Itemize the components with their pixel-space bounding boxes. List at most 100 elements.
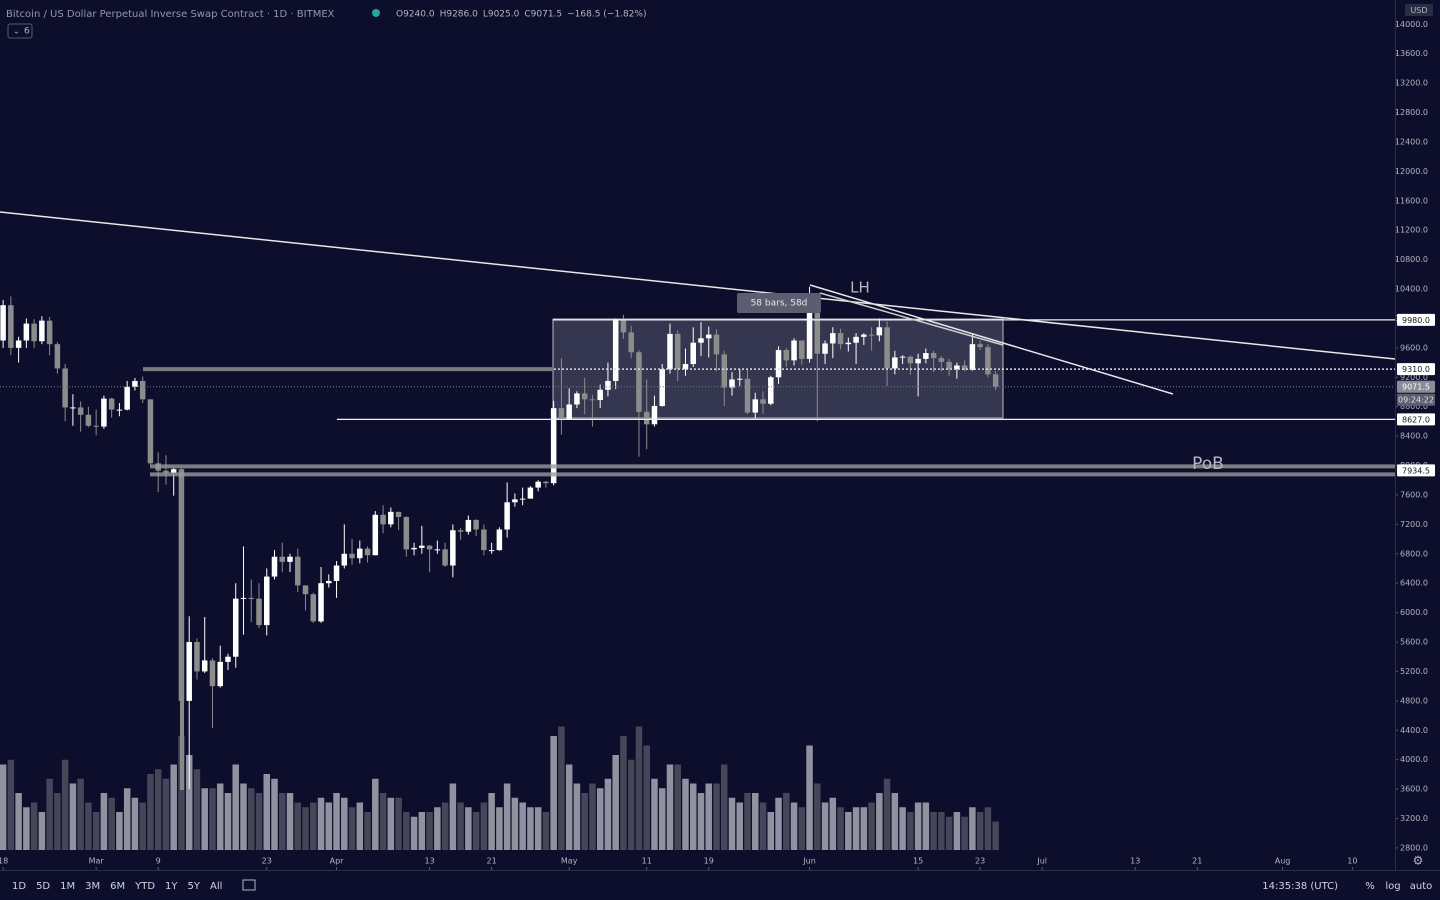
volume-bar bbox=[922, 802, 930, 850]
candle-body bbox=[651, 405, 658, 425]
volume-bar bbox=[38, 812, 46, 850]
volume-bar bbox=[689, 783, 697, 850]
candle-body bbox=[62, 368, 68, 408]
volume-bar bbox=[139, 802, 146, 850]
volume-bar bbox=[325, 802, 333, 850]
calendar-icon[interactable] bbox=[242, 879, 256, 891]
volume-bar bbox=[798, 807, 806, 850]
volume-bar bbox=[240, 783, 247, 850]
y-tick-label: 14000.0 bbox=[1395, 20, 1428, 29]
candle-body bbox=[620, 319, 627, 333]
volume-bar bbox=[61, 759, 69, 850]
scale-option[interactable]: % bbox=[1365, 881, 1375, 892]
candle-body bbox=[0, 305, 6, 341]
range-button[interactable]: 6M bbox=[110, 881, 125, 892]
trend-line bbox=[0, 211, 1396, 360]
y-tick-label: 9600.0 bbox=[1400, 343, 1428, 352]
volume-bar bbox=[682, 778, 689, 850]
volume-bar bbox=[232, 764, 239, 850]
candle-body bbox=[923, 353, 929, 359]
volume-bar bbox=[651, 778, 658, 850]
x-tick-label: 21 bbox=[487, 857, 497, 866]
candle-body bbox=[628, 332, 634, 353]
candle-body bbox=[558, 408, 565, 420]
candle-body bbox=[310, 594, 317, 622]
range-button[interactable]: All bbox=[210, 881, 222, 892]
volume-bar bbox=[721, 764, 728, 850]
volume-bar bbox=[310, 802, 317, 850]
volume-bar bbox=[527, 807, 534, 850]
range-button[interactable]: 1Y bbox=[165, 881, 178, 892]
candle-body bbox=[388, 511, 394, 525]
candle-body bbox=[186, 642, 192, 701]
candle-body bbox=[147, 399, 154, 464]
candle-body bbox=[969, 344, 976, 370]
candle-body bbox=[442, 549, 448, 566]
candle-body bbox=[636, 352, 642, 412]
candle-body bbox=[232, 598, 239, 657]
y-tick-label: 8800.0 bbox=[1400, 402, 1428, 411]
candle-body bbox=[830, 333, 836, 344]
volume-bar bbox=[783, 793, 790, 850]
volume-bar bbox=[627, 759, 635, 850]
y-tick-label: 7600.0 bbox=[1400, 490, 1428, 499]
ohlc-value: O9240.0 bbox=[396, 10, 435, 20]
x-tick-label: 13 bbox=[424, 857, 434, 866]
indicator-toggle[interactable] bbox=[7, 23, 33, 39]
volume-bar bbox=[635, 726, 643, 850]
candle-body bbox=[535, 481, 541, 488]
scale-option[interactable]: log bbox=[1385, 881, 1400, 892]
candle-body bbox=[201, 660, 208, 672]
range-button[interactable]: 5Y bbox=[188, 881, 201, 892]
volume-bar bbox=[930, 812, 937, 850]
volume-bar bbox=[69, 783, 77, 850]
price-label: 9071.5 bbox=[1402, 383, 1430, 392]
volume-bar bbox=[123, 788, 131, 850]
candle-body bbox=[705, 334, 712, 339]
volume-bar bbox=[992, 821, 999, 850]
candle-body bbox=[248, 597, 254, 599]
x-tick-label: 19 bbox=[704, 857, 714, 866]
range-button[interactable]: YTD bbox=[134, 881, 155, 892]
candle-body bbox=[8, 305, 14, 348]
y-tick-label: 4400.0 bbox=[1400, 726, 1428, 735]
volume-bar bbox=[348, 807, 356, 850]
range-button[interactable]: 1M bbox=[60, 881, 75, 892]
chevron-icon: ⌄ bbox=[13, 27, 20, 36]
candle-body bbox=[256, 598, 262, 626]
candle-body bbox=[961, 365, 968, 370]
volume-bar bbox=[46, 778, 53, 850]
volume-bar bbox=[821, 802, 829, 850]
volume-bar bbox=[7, 759, 15, 850]
settings-icon[interactable]: ⚙ bbox=[1413, 854, 1424, 868]
candle-body bbox=[333, 565, 340, 581]
candle-body bbox=[930, 353, 937, 359]
volume-bar bbox=[845, 812, 852, 850]
candle-body bbox=[318, 583, 324, 622]
range-button[interactable]: 5D bbox=[36, 881, 50, 892]
y-tick-label: 6400.0 bbox=[1400, 579, 1428, 588]
candle-body bbox=[163, 470, 169, 473]
measure-label: 58 bars, 58d bbox=[751, 299, 808, 309]
range-button[interactable]: 3M bbox=[85, 881, 100, 892]
candle-body bbox=[698, 338, 704, 343]
candle-body bbox=[799, 340, 805, 359]
ohlc-readout: O9240.0 H9286.0 L9025.0 C9071.5 −168.5 (−1.8… bbox=[396, 10, 646, 20]
range-button[interactable]: 1D bbox=[12, 881, 26, 892]
volume-bar bbox=[643, 745, 650, 850]
volume-bar bbox=[759, 802, 767, 850]
volume-bar bbox=[790, 802, 798, 850]
volume-bar bbox=[876, 793, 883, 850]
axis-layer: 2800.0 3200.0 3600.0 4000.0 4400.0 4800.0 5200… bbox=[0, 20, 1435, 870]
y-tick-label: 3600.0 bbox=[1400, 785, 1428, 794]
candle-body bbox=[744, 378, 751, 413]
y-tick-label: 2800.0 bbox=[1400, 843, 1428, 852]
candle-body bbox=[752, 399, 759, 413]
candle-body bbox=[775, 350, 782, 378]
candle-body bbox=[411, 547, 417, 550]
scale-option[interactable]: auto bbox=[1410, 881, 1433, 892]
candle-body bbox=[124, 386, 130, 410]
ohlc-value: H9286.0 bbox=[440, 10, 479, 20]
x-tick-label: 13 bbox=[1130, 857, 1140, 866]
volume-bar bbox=[744, 793, 751, 850]
